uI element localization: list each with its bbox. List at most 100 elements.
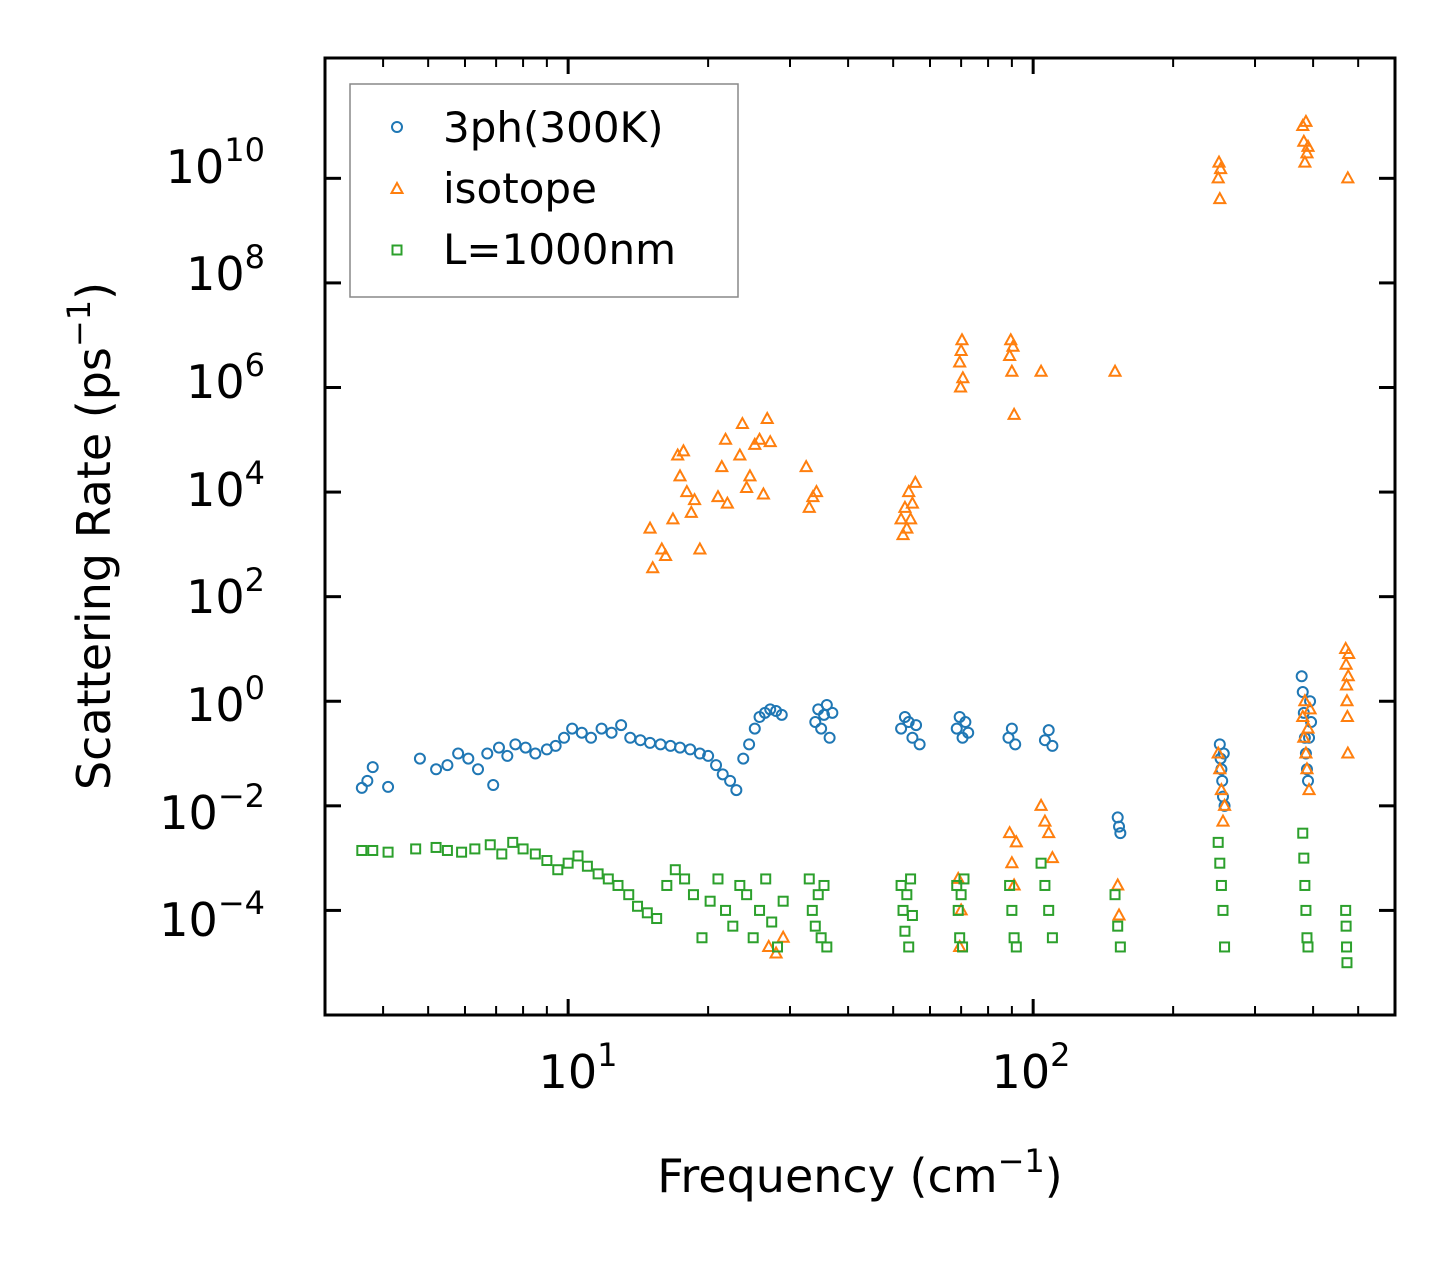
- data-point: [572, 850, 584, 862]
- data-point: [895, 527, 911, 541]
- data-point: [1212, 836, 1224, 848]
- data-point: [743, 738, 756, 751]
- data-point: [766, 916, 778, 928]
- data-point: [802, 499, 817, 513]
- data-point: [1297, 154, 1313, 168]
- data-point: [1215, 879, 1227, 891]
- y-tick-label: 106: [186, 346, 265, 409]
- legend-label: 3ph(300K): [443, 103, 663, 152]
- data-point: [602, 873, 614, 885]
- y-tick-label: 1010: [166, 131, 265, 194]
- y-tick-label: 10−4: [159, 884, 265, 947]
- data-point: [1109, 889, 1121, 901]
- data-point: [734, 879, 746, 891]
- data-point: [818, 879, 830, 891]
- data-point: [529, 747, 542, 760]
- data-point: [361, 774, 374, 787]
- data-point: [1339, 677, 1354, 691]
- data-point: [1215, 813, 1231, 827]
- data-point: [1295, 708, 1310, 722]
- legend-label: L=1000nm: [443, 225, 676, 274]
- data-point: [1004, 363, 1020, 377]
- data-point: [1111, 907, 1127, 921]
- data-point: [1298, 745, 1314, 759]
- data-point: [718, 431, 733, 445]
- data-point: [1039, 879, 1051, 891]
- data-point: [1340, 745, 1356, 759]
- data-point: [1300, 720, 1316, 734]
- data-point: [1046, 739, 1059, 752]
- data-point: [1037, 813, 1053, 827]
- data-point: [760, 873, 772, 885]
- data-point: [623, 889, 635, 901]
- y-tick-label: 10−2: [159, 777, 265, 840]
- data-point: [899, 520, 915, 534]
- data-point: [893, 511, 909, 525]
- data-point: [1340, 920, 1352, 932]
- data-point: [1299, 761, 1315, 775]
- data-point: [702, 749, 715, 762]
- data-point: [953, 379, 968, 393]
- data-point: [382, 846, 394, 858]
- data-point: [575, 726, 588, 739]
- data-point: [1005, 722, 1018, 735]
- data-point: [815, 722, 828, 735]
- data-point: [1006, 406, 1022, 420]
- data-point: [1042, 724, 1055, 737]
- data-point: [735, 415, 750, 430]
- data-point: [595, 722, 608, 735]
- data-point: [672, 468, 688, 482]
- data-point: [901, 889, 913, 901]
- data-point: [902, 716, 915, 729]
- data-point: [798, 459, 814, 473]
- data-point: [615, 719, 628, 732]
- data-point: [1114, 827, 1127, 840]
- data-point: [1009, 738, 1022, 751]
- data-point: [1113, 820, 1126, 833]
- data-point: [754, 904, 766, 916]
- data-point: [410, 843, 422, 855]
- data-point: [823, 731, 836, 744]
- data-point: [469, 843, 481, 855]
- data-point: [1046, 932, 1058, 944]
- data-point: [507, 836, 519, 848]
- data-point: [1033, 797, 1049, 811]
- data-point: [1045, 850, 1060, 864]
- data-point: [430, 763, 443, 776]
- data-point: [742, 468, 758, 482]
- data-point: [509, 738, 522, 751]
- data-point: [747, 932, 759, 944]
- data-point: [906, 731, 919, 744]
- data-point: [704, 895, 716, 907]
- data-point: [1301, 782, 1317, 796]
- data-point: [1033, 363, 1049, 377]
- data-point: [581, 860, 593, 872]
- data-point: [958, 873, 970, 885]
- data-point: [1217, 797, 1232, 811]
- series-circle: [355, 670, 1318, 840]
- data-point: [1339, 693, 1355, 707]
- data-point: [612, 879, 624, 891]
- data-point: [696, 932, 708, 944]
- data-point: [517, 843, 529, 855]
- data-point: [710, 759, 723, 772]
- data-point: [737, 752, 750, 765]
- data-point: [692, 541, 708, 555]
- data-point: [809, 484, 824, 498]
- data-point: [679, 484, 695, 498]
- data-point: [1009, 834, 1024, 848]
- data-point: [441, 844, 453, 856]
- data-point: [730, 784, 743, 797]
- legend-marker-triangle: [389, 180, 405, 194]
- data-point: [815, 932, 827, 944]
- plot-frame: [323, 56, 1397, 1017]
- data-point: [1214, 857, 1226, 869]
- data-point: [492, 741, 505, 754]
- data-point: [768, 945, 784, 959]
- data-point: [732, 447, 748, 461]
- data-point: [1341, 957, 1353, 969]
- data-point: [552, 864, 564, 876]
- data-point: [1299, 145, 1315, 159]
- data-point: [1302, 941, 1314, 953]
- data-point: [1211, 745, 1226, 759]
